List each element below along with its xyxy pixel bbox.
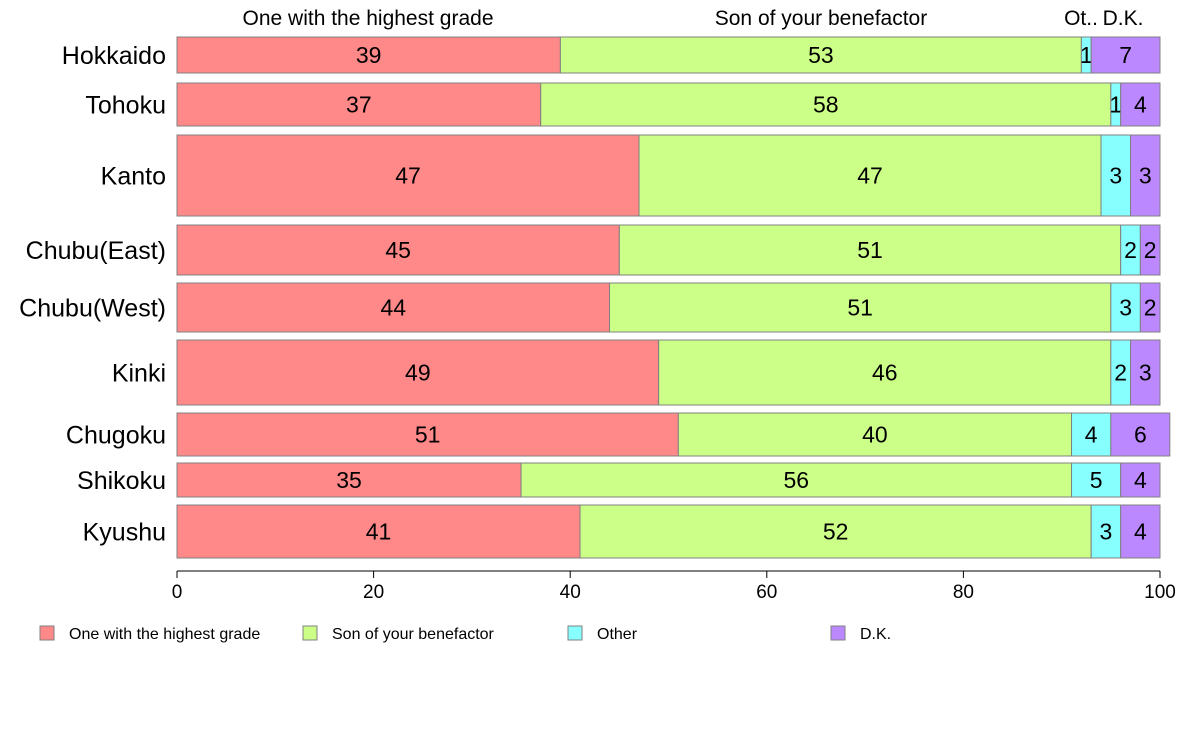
bar-kinki-d-k bbox=[1130, 339, 1161, 406]
x-tick-label-60: 60 bbox=[756, 582, 777, 603]
value-label-kinki-son-of-your-benefactor: 46 bbox=[872, 360, 898, 386]
legend-label-son-of-your-benefactor: Son of your benefactor bbox=[332, 626, 495, 643]
top-series-labels: One with the highest grade Son of your be… bbox=[243, 7, 1144, 30]
bar-kanto-d-k bbox=[1130, 134, 1161, 217]
bars-group: 39 53 1 737 58 1 447 47 3 345 51 2 244 51 3 249 46 2 351 40… bbox=[176, 36, 1171, 559]
value-label-hokkaido-d-k: 7 bbox=[1119, 42, 1132, 68]
legend: One with the highest grade Son of your be… bbox=[39, 625, 891, 643]
legend-swatch-d-k bbox=[830, 625, 846, 641]
value-label-tohoku-son-of-your-benefactor: 58 bbox=[813, 92, 839, 118]
top-label-2: Ot.. bbox=[1064, 7, 1098, 30]
x-axis: 0 20 40 60 80 100 bbox=[172, 570, 1176, 603]
value-label-chubu-west-one-with-the-highest-grade: 44 bbox=[380, 295, 406, 321]
value-label-kanto-one-with-the-highest-grade: 47 bbox=[395, 163, 421, 189]
bar-hokkaido-one-with-the-highest-grade bbox=[176, 36, 561, 74]
value-label-tohoku-one-with-the-highest-grade: 37 bbox=[346, 92, 372, 118]
bar-chubu-east-son-of-your-benefactor bbox=[618, 224, 1122, 276]
legend-swatch-one-with-the-highest-grade bbox=[39, 625, 55, 641]
category-label-kinki: Kinki bbox=[112, 360, 166, 388]
legend-swatch-son-of-your-benefactor bbox=[302, 625, 318, 641]
value-label-shikoku-other: 5 bbox=[1090, 467, 1103, 493]
value-label-chugoku-d-k: 6 bbox=[1134, 422, 1147, 448]
bar-kinki-son-of-your-benefactor bbox=[658, 339, 1112, 406]
value-label-tohoku-other: 1 bbox=[1109, 92, 1122, 118]
value-label-kanto-son-of-your-benefactor: 47 bbox=[857, 163, 883, 189]
value-label-chubu-west-son-of-your-benefactor: 51 bbox=[847, 295, 873, 321]
x-tick-label-0: 0 bbox=[172, 582, 183, 603]
category-labels: Hokkaido Tohoku Kanto Chubu(East) Chubu(West… bbox=[19, 42, 166, 547]
value-label-hokkaido-son-of-your-benefactor: 53 bbox=[808, 42, 834, 68]
top-label-0: One with the highest grade bbox=[243, 7, 494, 30]
category-label-chubu-east: Chubu(East) bbox=[26, 237, 166, 265]
x-tick-label-100: 100 bbox=[1144, 582, 1176, 603]
value-label-kanto-other: 3 bbox=[1109, 163, 1122, 189]
x-tick-label-40: 40 bbox=[560, 582, 581, 603]
value-label-shikoku-son-of-your-benefactor: 56 bbox=[783, 467, 809, 493]
bar-kanto-son-of-your-benefactor bbox=[638, 134, 1102, 217]
value-label-hokkaido-other: 1 bbox=[1080, 42, 1093, 68]
legend-label-d-k: D.K. bbox=[860, 626, 891, 643]
category-label-kyushu: Kyushu bbox=[83, 519, 166, 547]
value-label-chubu-east-d-k: 2 bbox=[1144, 237, 1157, 263]
bar-chubu-west-d-k bbox=[1139, 282, 1161, 333]
bar-hokkaido-son-of-your-benefactor bbox=[559, 36, 1082, 74]
value-label-chugoku-son-of-your-benefactor: 40 bbox=[862, 422, 888, 448]
bar-chubu-east-one-with-the-highest-grade bbox=[176, 224, 620, 276]
category-label-chubu-west: Chubu(West) bbox=[19, 295, 166, 323]
bar-shikoku-son-of-your-benefactor bbox=[520, 462, 1073, 498]
bar-chubu-east-d-k bbox=[1139, 224, 1161, 276]
bar-kinki-one-with-the-highest-grade bbox=[176, 339, 660, 406]
bar-shikoku-one-with-the-highest-grade bbox=[176, 462, 522, 498]
category-label-kanto: Kanto bbox=[101, 163, 166, 191]
value-label-kyushu-one-with-the-highest-grade: 41 bbox=[366, 519, 392, 545]
legend-label-other: Other bbox=[597, 626, 638, 643]
value-label-tohoku-d-k: 4 bbox=[1134, 92, 1147, 118]
x-tick-label-80: 80 bbox=[953, 582, 974, 603]
category-label-hokkaido: Hokkaido bbox=[62, 42, 166, 70]
value-label-chugoku-other: 4 bbox=[1085, 422, 1098, 448]
value-label-chugoku-one-with-the-highest-grade: 51 bbox=[415, 422, 441, 448]
bar-chugoku-one-with-the-highest-grade bbox=[176, 412, 679, 457]
value-label-hokkaido-one-with-the-highest-grade: 39 bbox=[356, 42, 382, 68]
value-label-kyushu-son-of-your-benefactor: 52 bbox=[823, 519, 849, 545]
bar-kyushu-d-k bbox=[1120, 504, 1161, 559]
bar-tohoku-one-with-the-highest-grade bbox=[176, 82, 542, 127]
bar-shikoku-other bbox=[1071, 462, 1122, 498]
top-label-3: D.K. bbox=[1103, 7, 1144, 30]
bar-shikoku-d-k bbox=[1120, 462, 1161, 498]
category-label-chugoku: Chugoku bbox=[66, 422, 166, 450]
value-label-shikoku-one-with-the-highest-grade: 35 bbox=[336, 467, 362, 493]
value-label-kanto-d-k: 3 bbox=[1139, 163, 1152, 189]
bar-kyushu-one-with-the-highest-grade bbox=[176, 504, 581, 559]
value-label-kinki-d-k: 3 bbox=[1139, 360, 1152, 386]
bar-tohoku-son-of-your-benefactor bbox=[540, 82, 1112, 127]
bar-tohoku-d-k bbox=[1120, 82, 1161, 127]
top-label-1: Son of your benefactor bbox=[715, 7, 927, 30]
value-label-chubu-west-other: 3 bbox=[1119, 295, 1132, 321]
value-label-kyushu-d-k: 4 bbox=[1134, 519, 1147, 545]
bar-chubu-west-son-of-your-benefactor bbox=[609, 282, 1112, 333]
bar-kyushu-son-of-your-benefactor bbox=[579, 504, 1092, 559]
value-label-kinki-one-with-the-highest-grade: 49 bbox=[405, 360, 431, 386]
value-label-shikoku-d-k: 4 bbox=[1134, 467, 1147, 493]
bar-hokkaido-d-k bbox=[1090, 36, 1161, 74]
value-label-kyushu-other: 3 bbox=[1100, 519, 1113, 545]
value-label-kinki-other: 2 bbox=[1114, 360, 1127, 386]
bar-kanto-one-with-the-highest-grade bbox=[176, 134, 640, 217]
legend-swatch-other bbox=[567, 625, 583, 641]
category-label-tohoku: Tohoku bbox=[85, 92, 166, 120]
legend-label-one-with-the-highest-grade: One with the highest grade bbox=[69, 626, 260, 643]
value-label-chubu-east-one-with-the-highest-grade: 45 bbox=[385, 237, 411, 263]
x-tick-label-20: 20 bbox=[363, 582, 384, 603]
bar-chugoku-d-k bbox=[1110, 412, 1171, 457]
value-label-chubu-west-d-k: 2 bbox=[1144, 295, 1157, 321]
value-label-chubu-east-son-of-your-benefactor: 51 bbox=[857, 237, 883, 263]
value-label-chubu-east-other: 2 bbox=[1124, 237, 1137, 263]
category-label-shikoku: Shikoku bbox=[77, 467, 166, 495]
